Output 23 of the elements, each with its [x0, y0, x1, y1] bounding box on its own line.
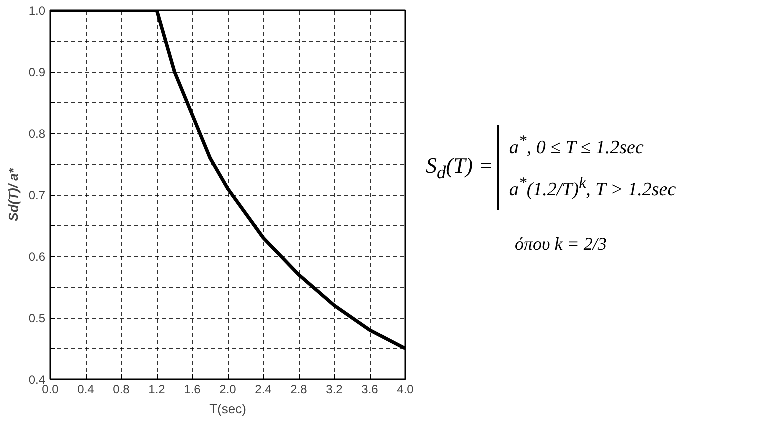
y-tick-label: 0.7 [28, 188, 46, 202]
x-tick-label: 2.4 [255, 382, 272, 396]
y-tick-label: 0.5 [28, 312, 46, 326]
x-tick-label: 3.6 [362, 382, 379, 396]
text: a$^{*}$, 0 ≤ T ≤ 1.2sec [498, 125, 676, 168]
x-tick-label: 2.0 [220, 382, 237, 396]
x-axis-title: T(sec) [210, 402, 246, 416]
x-tick-label: 3.2 [326, 382, 344, 396]
text: a$^{*}$(1.2/T)$^{k}$, T > 1.2sec [498, 167, 676, 210]
text: S$_{d}$(T) = [425, 152, 494, 184]
y-tick-label: 1.0 [28, 4, 46, 18]
x-tick-label: 0.0 [42, 382, 60, 396]
y-axis-title: Sd(T)/ a* [6, 168, 21, 222]
x-tick-label: 2.8 [290, 382, 308, 396]
text: όπου k = 2/3 [515, 232, 608, 256]
y-tick-label: 0.6 [28, 250, 46, 264]
x-tick-label: 1.6 [184, 382, 202, 396]
x-tick-label: 0.8 [113, 382, 130, 396]
y-tick-label: 0.8 [28, 127, 46, 141]
x-tick-label: 0.4 [78, 382, 95, 396]
x-tick-label: 4.0 [397, 382, 414, 396]
x-tick-label: 1.2 [148, 382, 166, 396]
y-tick-label: 0.9 [28, 66, 46, 80]
